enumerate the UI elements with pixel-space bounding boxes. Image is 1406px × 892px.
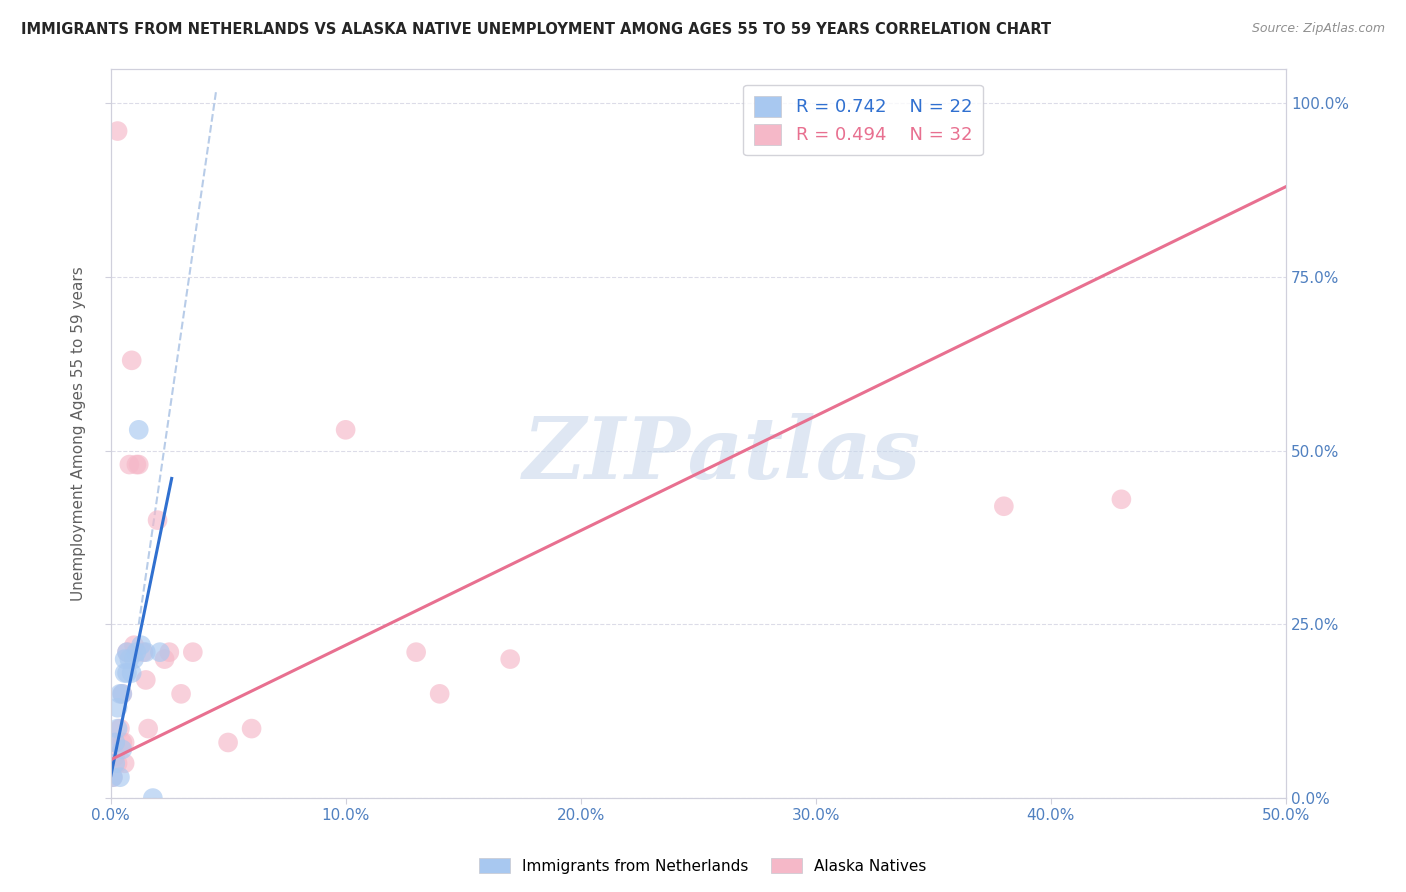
Point	[240, 722, 263, 736]
Point	[335, 423, 357, 437]
Point	[107, 700, 129, 714]
Point	[136, 722, 159, 736]
Point	[111, 687, 134, 701]
Point	[104, 735, 127, 749]
Point	[429, 687, 451, 701]
Point	[104, 756, 127, 771]
Point	[142, 791, 165, 805]
Point	[115, 645, 138, 659]
Point	[118, 458, 141, 472]
Point	[135, 645, 157, 659]
Point	[108, 722, 131, 736]
Point	[121, 665, 143, 680]
Point	[114, 652, 136, 666]
Point	[104, 735, 127, 749]
Point	[101, 770, 124, 784]
Point	[181, 645, 204, 659]
Point	[125, 458, 148, 472]
Point	[405, 645, 427, 659]
Point	[107, 124, 129, 138]
Point	[122, 638, 145, 652]
Point	[153, 652, 176, 666]
Point	[114, 665, 136, 680]
Point	[118, 652, 141, 666]
Legend: R = 0.742    N = 22, R = 0.494    N = 32: R = 0.742 N = 22, R = 0.494 N = 32	[744, 85, 983, 155]
Point	[135, 673, 157, 687]
Point	[115, 645, 138, 659]
Text: ZIPatlas: ZIPatlas	[523, 413, 921, 497]
Text: IMMIGRANTS FROM NETHERLANDS VS ALASKA NATIVE UNEMPLOYMENT AMONG AGES 55 TO 59 YE: IMMIGRANTS FROM NETHERLANDS VS ALASKA NA…	[21, 22, 1052, 37]
Point	[993, 500, 1015, 514]
Point	[111, 687, 134, 701]
Point	[1111, 492, 1133, 507]
Point	[107, 756, 129, 771]
Point	[128, 458, 150, 472]
Point	[108, 687, 131, 701]
Point	[121, 353, 143, 368]
Point	[132, 645, 155, 659]
Point	[149, 645, 172, 659]
Point	[157, 645, 180, 659]
Point	[125, 645, 148, 659]
Point	[128, 423, 150, 437]
Legend: Immigrants from Netherlands, Alaska Natives: Immigrants from Netherlands, Alaska Nati…	[474, 852, 932, 880]
Point	[217, 735, 239, 749]
Point	[111, 735, 134, 749]
Y-axis label: Unemployment Among Ages 55 to 59 years: Unemployment Among Ages 55 to 59 years	[72, 266, 86, 600]
Point	[111, 742, 134, 756]
Point	[101, 770, 124, 784]
Point	[129, 638, 152, 652]
Point	[115, 665, 138, 680]
Point	[122, 652, 145, 666]
Point	[107, 722, 129, 736]
Point	[114, 756, 136, 771]
Point	[108, 770, 131, 784]
Point	[170, 687, 193, 701]
Point	[146, 513, 169, 527]
Point	[104, 749, 127, 764]
Text: Source: ZipAtlas.com: Source: ZipAtlas.com	[1251, 22, 1385, 36]
Point	[114, 735, 136, 749]
Point	[499, 652, 522, 666]
